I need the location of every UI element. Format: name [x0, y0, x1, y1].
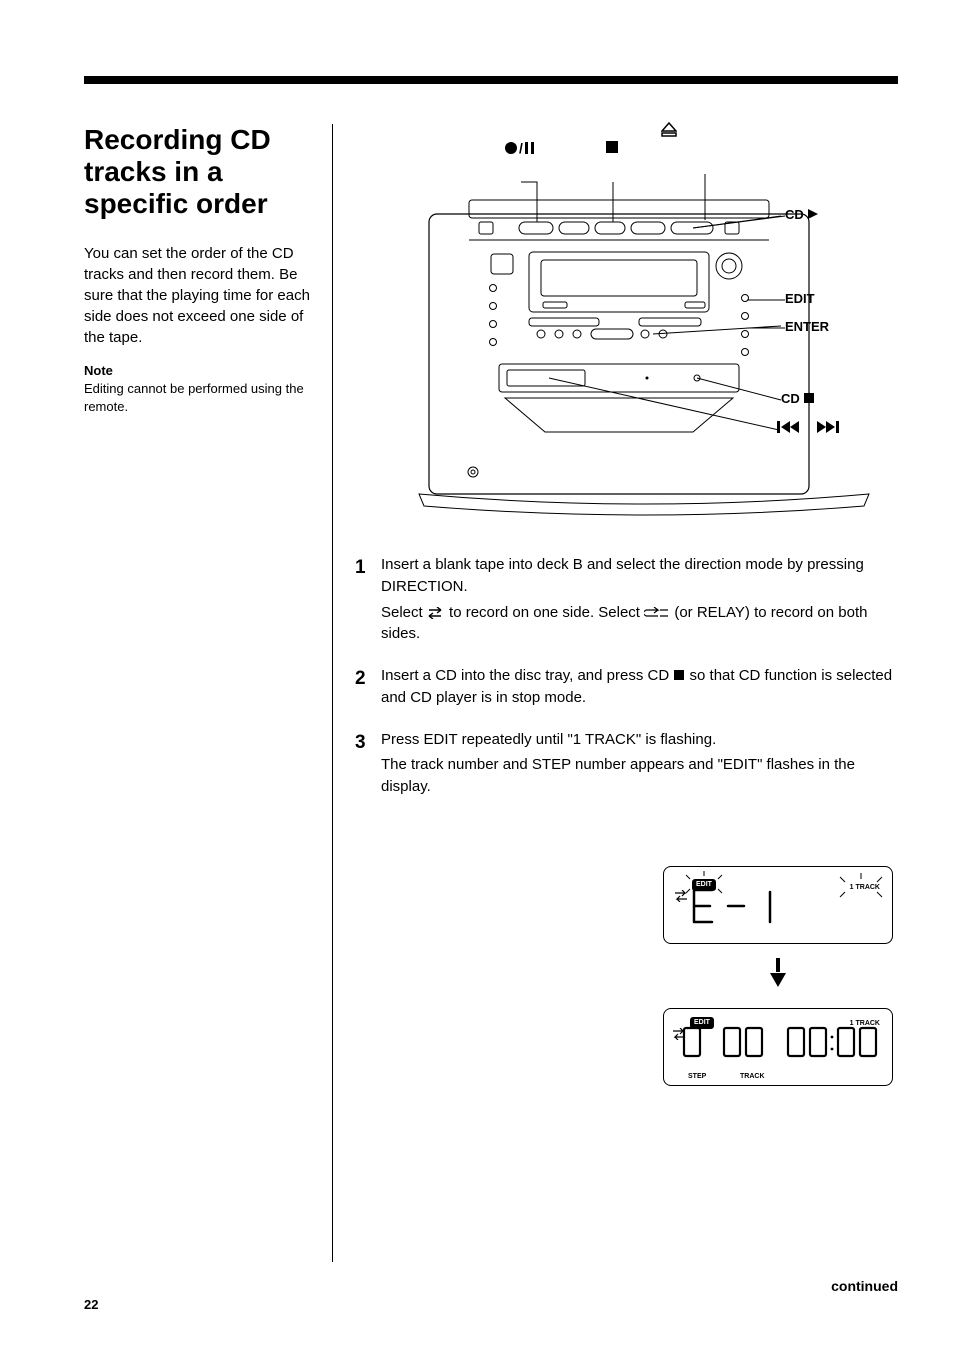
step-number: 2 — [355, 665, 381, 713]
step-1: 1 Insert a blank tape into deck B and se… — [355, 554, 898, 649]
lcd-display-2: EDIT 1 TRACK — [663, 1008, 893, 1086]
note-label: Note — [84, 363, 113, 378]
step-2: 2 Insert a CD into the disc tray, and pr… — [355, 665, 898, 713]
lcd-display-pair: EDIT 1 TRACK — [658, 866, 898, 1086]
arrow-down-icon — [658, 958, 898, 994]
steps-list: 1 Insert a blank tape into deck B and se… — [355, 554, 898, 818]
seven-seg-display — [680, 1024, 890, 1069]
track-label: TRACK — [740, 1072, 765, 1082]
blink-rays-icon — [834, 873, 888, 901]
record-pause-icon: / — [503, 144, 537, 159]
page-number: 22 — [84, 1297, 98, 1312]
right-column: / CD EDIT ENTER CD — [355, 124, 898, 1262]
one-side-icon — [427, 604, 445, 618]
step-label: STEP — [688, 1072, 706, 1082]
step-text: Press EDIT repeatedly until "1 TRACK" is… — [381, 729, 898, 751]
step-text: Insert a CD into the disc tray, and pres… — [381, 665, 898, 709]
intro-paragraph: You can set the order of the CD tracks a… — [84, 243, 314, 348]
both-side-icon — [644, 604, 670, 618]
left-column: Recording CD tracks in a specific order … — [84, 124, 332, 1262]
device-illustration — [409, 174, 879, 534]
step-sub: Select to record on one side. Select (or… — [381, 602, 898, 646]
eject-icon — [661, 126, 677, 141]
step-sub: The track number and STEP number appears… — [381, 754, 898, 798]
step-number: 1 — [355, 554, 381, 649]
step-3: 3 Press EDIT repeatedly until "1 TRACK" … — [355, 729, 898, 802]
lcd-display-1: EDIT 1 TRACK — [663, 866, 893, 944]
step-number: 3 — [355, 729, 381, 802]
svg-text:/: / — [519, 140, 523, 156]
stop-top-icon — [605, 142, 619, 157]
step-text: Insert a blank tape into deck B and sele… — [381, 554, 898, 598]
column-divider — [332, 124, 333, 1262]
stop-icon — [673, 667, 685, 684]
seven-seg-display — [686, 886, 796, 933]
top-rule — [84, 76, 898, 84]
continued-label: continued — [831, 1276, 898, 1296]
note-body: Editing cannot be performed using the re… — [84, 381, 304, 414]
page-title: Recording CD tracks in a specific order — [84, 124, 314, 221]
